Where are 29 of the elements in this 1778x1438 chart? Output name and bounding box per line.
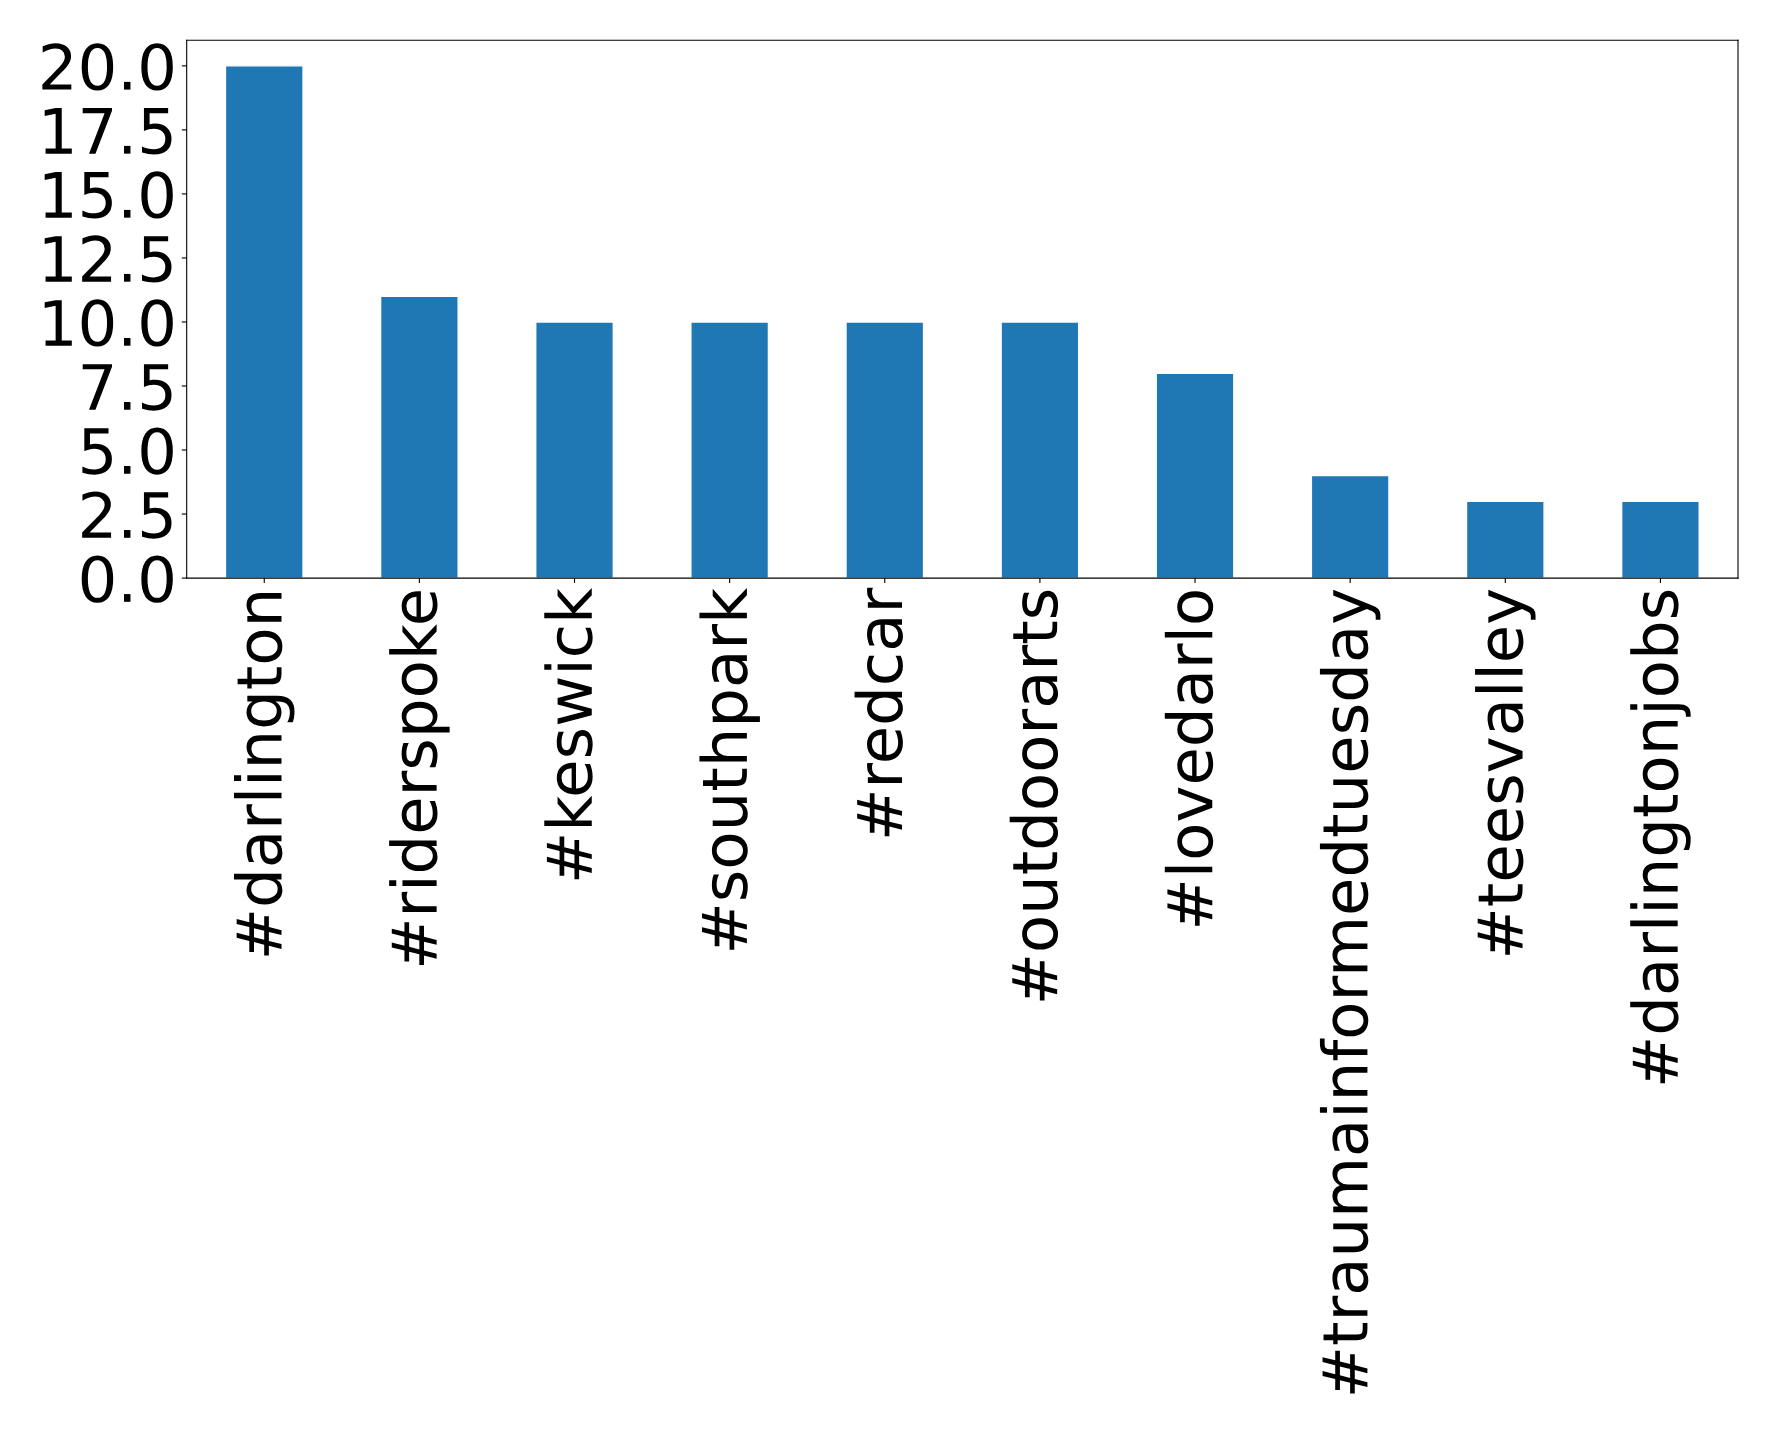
bar (535, 321, 614, 579)
y-tick-label: 2.5 (82, 491, 172, 539)
x-tick-label: #riderspoke (389, 591, 450, 966)
bar (1465, 500, 1545, 579)
x-tick-label: #keswick (544, 587, 593, 880)
y-tick-label: 10.0 (44, 299, 173, 347)
y-tick-label: 15.0 (44, 171, 173, 219)
y-tick-label: 7.5 (82, 364, 172, 411)
bar (1000, 321, 1080, 579)
y-tick-label: 17.5 (44, 108, 172, 155)
x-tick-label: #southpark (699, 587, 760, 950)
y-tick-label: 5.0 (82, 427, 173, 475)
x-tick-label: #outdoorarts (1009, 590, 1059, 1001)
x-tick-label: #redcar (854, 587, 903, 837)
x-tick-label: #lovedarlo (1164, 591, 1214, 926)
bar (845, 321, 925, 579)
x-tick-label: #darlingtonjobs (1630, 590, 1691, 1084)
bar (1155, 372, 1235, 579)
bar (1620, 500, 1700, 579)
x-tick-label: #teesvalley (1475, 589, 1536, 955)
y-tick-label: 0.0 (81, 555, 173, 603)
x-tick-label: #traumainformedtuesday (1319, 589, 1381, 1394)
x-tick-label: #darlington (234, 593, 295, 956)
bar (1310, 474, 1390, 579)
bar (690, 321, 770, 579)
y-tick-label: 12.5 (44, 235, 172, 283)
bar (379, 295, 459, 579)
y-tick-label: 20.0 (42, 43, 173, 91)
bar (224, 65, 304, 579)
